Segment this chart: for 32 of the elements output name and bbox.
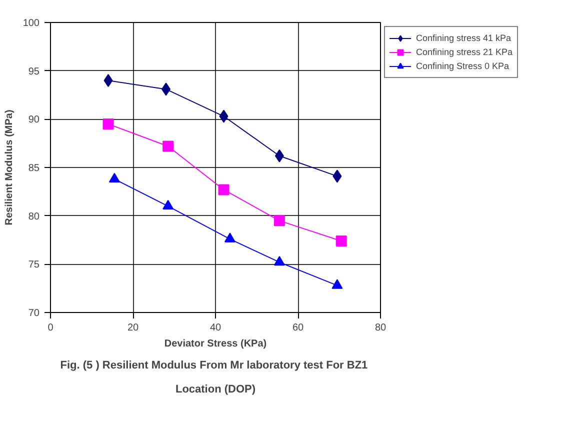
point [274, 256, 285, 266]
y-tick-label: 90 [28, 114, 40, 126]
point [162, 140, 174, 152]
point [104, 74, 113, 87]
legend-label: Confining stress 21 KPa [416, 46, 513, 59]
y-tick-label: 70 [28, 308, 40, 319]
y-axis-title: Resilient Modulus (MPa) [4, 110, 15, 226]
point [102, 118, 114, 130]
point [218, 184, 230, 196]
point [336, 235, 347, 246]
y-tick-label: 100 [22, 18, 40, 29]
y-tick-label: 80 [28, 211, 40, 222]
x-tick-label: 40 [210, 322, 222, 334]
point [274, 215, 285, 226]
point [274, 149, 284, 162]
y-tick-label: 95 [28, 66, 40, 78]
x-tick-label: 20 [127, 322, 139, 334]
x-tick-label: 80 [374, 322, 386, 334]
point [219, 110, 228, 123]
point [224, 232, 236, 242]
text: Fig. (5 ) Resilient Modulus From Mr laboratory test For BZ1 Location (DOP) [60, 360, 368, 396]
x-tick-label: 0 [48, 322, 54, 334]
x-tick-label: 60 [292, 322, 304, 334]
point [332, 279, 343, 289]
y-tick-label: 75 [28, 260, 40, 271]
x-axis-title: Deviator Stress (KPa) [164, 338, 267, 350]
y-tick-label: 85 [28, 163, 40, 174]
point [162, 200, 174, 210]
point [332, 170, 342, 183]
point [108, 172, 120, 182]
legend-label: Confining Stress 0 KPa [416, 60, 510, 73]
legend-label: Confining stress 41 kPa [416, 32, 512, 45]
